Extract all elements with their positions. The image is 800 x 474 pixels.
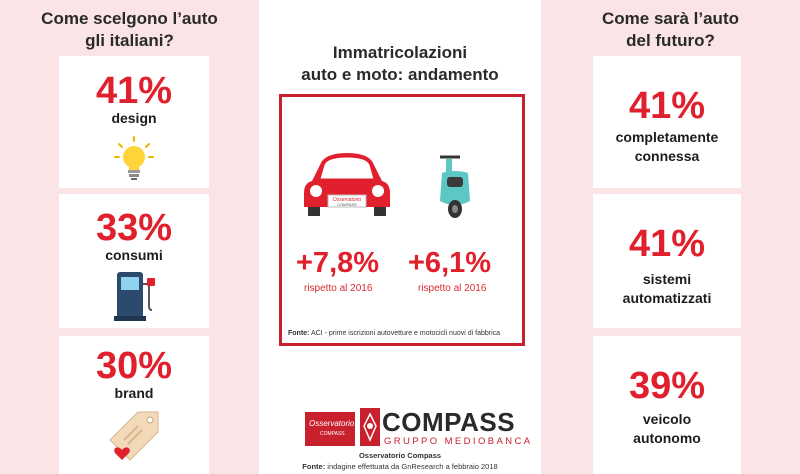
stat-label-line1: sistemi — [642, 271, 692, 287]
future-card-connected: 41% completamente connessa — [593, 56, 741, 188]
source-label: Fonte: — [288, 330, 310, 337]
stat-percent: 30% — [95, 345, 173, 387]
stat-card-consumi: 33% consumi — [59, 194, 209, 328]
middle-title-line1: Immatricolazioni — [332, 43, 468, 62]
left-title-line1: Come scelgono l’auto — [41, 9, 218, 28]
footer-source-text: indagine effettuata da GnResearch a febb… — [325, 462, 498, 471]
svg-text:COMPASS: COMPASS — [337, 202, 357, 207]
compass-brand: COMPASS — [382, 407, 516, 437]
logo-line1: Osservatorio — [309, 419, 355, 428]
fuel-pump-icon — [114, 272, 155, 321]
stat-label: brand — [114, 385, 154, 401]
moto-growth-value: +6,1% — [408, 247, 492, 279]
stat-label: consumi — [105, 247, 163, 263]
price-tag-heart-icon — [109, 411, 159, 461]
gruppo-mediobanca: GRUPPO MEDIOBANCA — [384, 436, 533, 447]
registrations-source: Fonte: ACI - prime iscrizioni autovettur… — [288, 330, 500, 337]
right-panel-title: Come sarà l’auto del futuro? — [541, 8, 800, 52]
stat-percent: 41% — [95, 70, 173, 112]
stat-percent: 41% — [628, 85, 706, 127]
stat-label-line1: completamente — [615, 129, 719, 145]
stat-label-line2: connessa — [634, 148, 700, 164]
svg-text:Osservatorio: Osservatorio — [333, 197, 362, 203]
stat-card-design: 41% design — [59, 56, 209, 188]
registrations-frame: Osservatorio COMPASS +7,8% rispetto al 2… — [279, 94, 525, 346]
footer-source: Fonte: indagine effettuata da GnResearch… — [270, 462, 530, 471]
stat-percent: 39% — [628, 365, 706, 407]
right-title-line1: Come sarà l’auto — [602, 9, 739, 28]
right-panel: Come sarà l’auto del futuro? 41% complet… — [541, 0, 800, 474]
red-car-icon: Osservatorio COMPASS — [304, 153, 390, 216]
stat-label: design — [111, 110, 157, 126]
footer-source-label: Fonte: — [302, 462, 326, 471]
stat-percent: 33% — [95, 207, 173, 249]
moto-growth-note: rispetto al 2016 — [418, 283, 487, 294]
left-panel: Come scelgono l’auto gli italiani? 41% d… — [0, 0, 259, 474]
middle-title-line2: auto e moto: andamento — [301, 65, 499, 84]
footer-title: Osservatorio Compass — [358, 451, 442, 460]
left-title-line2: gli italiani? — [85, 31, 174, 50]
scooter-icon — [440, 155, 470, 218]
light-bulb-icon — [114, 136, 154, 180]
future-card-automated: 41% sistemi automatizzati — [593, 194, 741, 328]
source-text: ACI - prime iscrizioni autovetture e mot… — [309, 330, 501, 337]
stat-label-line2: autonomo — [633, 430, 701, 446]
future-card-autonomous: 39% veicolo autonomo — [593, 336, 741, 474]
middle-title: Immatricolazioni auto e moto: andamento — [276, 42, 524, 86]
car-growth-note: rispetto al 2016 — [304, 283, 373, 294]
left-panel-title: Come scelgono l’auto gli italiani? — [0, 8, 259, 52]
stat-label-line1: veicolo — [642, 411, 692, 427]
stat-card-brand: 30% brand — [59, 336, 209, 474]
compass-emblem-icon — [360, 408, 380, 446]
car-growth-value: +7,8% — [296, 247, 380, 279]
stat-label-line2: automatizzati — [622, 290, 712, 306]
logo-line2: COMPASS — [320, 431, 345, 437]
right-title-line2: del futuro? — [626, 31, 715, 50]
stat-percent: 41% — [628, 223, 706, 265]
osservatorio-logo: Osservatorio COMPASS — [305, 412, 355, 446]
